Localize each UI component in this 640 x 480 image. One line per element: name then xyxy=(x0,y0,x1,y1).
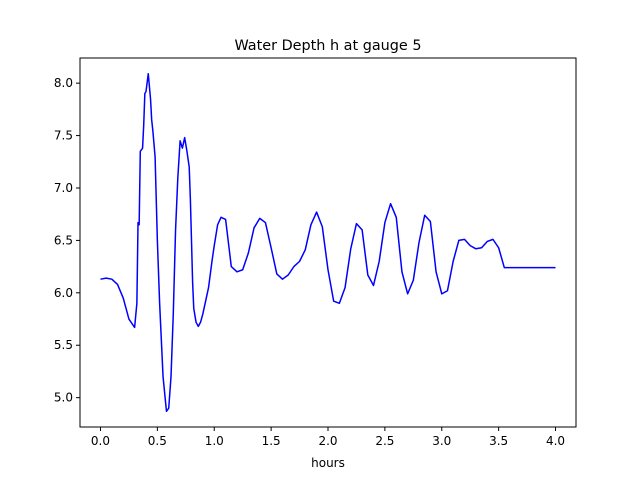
y-axis: 5.0 5.5 6.0 6.5 7.0 7.5 8.0 xyxy=(54,76,80,405)
x-tick-label: 3.5 xyxy=(489,434,508,448)
y-tick-label: 5.0 xyxy=(54,391,73,405)
y-tick-label: 7.5 xyxy=(54,129,73,143)
x-axis: 0.0 0.5 1.0 1.5 2.0 2.5 3.0 3.5 4.0 xyxy=(91,427,565,448)
x-tick-label: 1.0 xyxy=(205,434,224,448)
y-tick-label: 6.5 xyxy=(54,233,73,247)
series-line xyxy=(100,72,556,413)
y-tick-label: 6.0 xyxy=(54,286,73,300)
y-tick-label: 7.0 xyxy=(54,181,73,195)
data-layer xyxy=(100,72,556,413)
x-tick-label: 0.5 xyxy=(148,434,167,448)
plot-frame xyxy=(79,57,577,428)
y-tick-label: 5.5 xyxy=(54,338,73,352)
x-tick-label: 4.0 xyxy=(546,434,565,448)
x-tick-label: 3.0 xyxy=(432,434,451,448)
x-tick-label: 2.5 xyxy=(375,434,394,448)
chart-title: Water Depth h at gauge 5 xyxy=(234,38,421,54)
x-tick-label: 0.0 xyxy=(91,434,110,448)
y-tick-label: 8.0 xyxy=(54,76,73,90)
x-axis-label: hours xyxy=(311,456,345,470)
x-tick-label: 2.0 xyxy=(318,434,337,448)
x-tick-label: 1.5 xyxy=(262,434,281,448)
